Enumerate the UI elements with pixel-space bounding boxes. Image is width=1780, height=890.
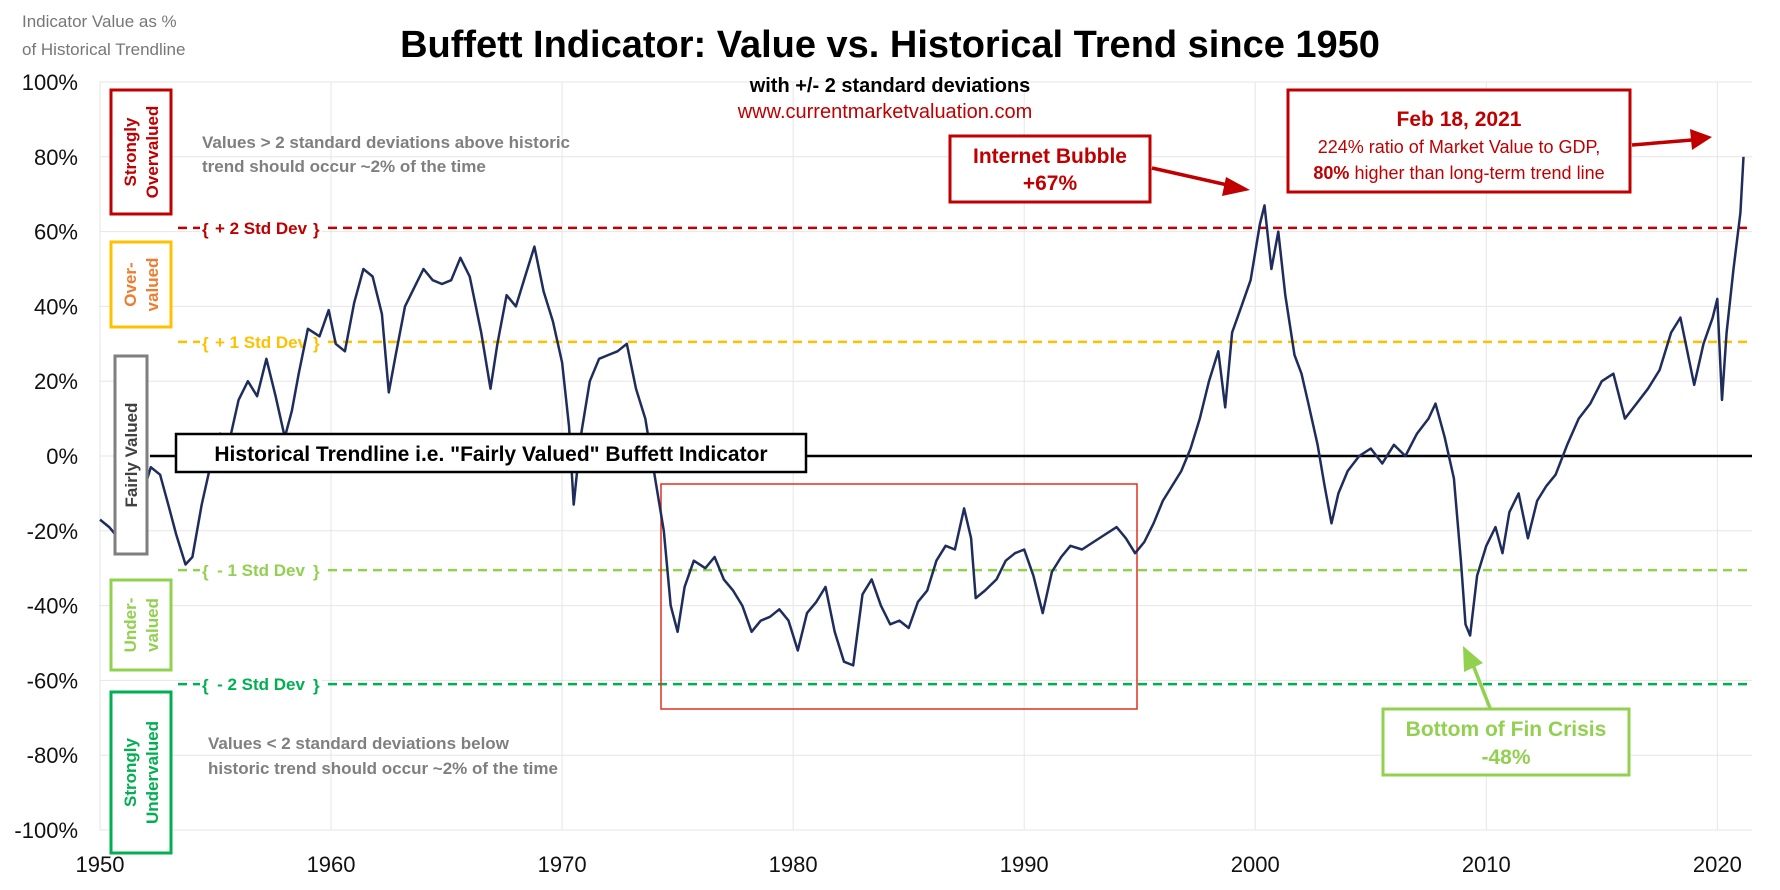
std-dev-brace-right: } <box>313 334 320 353</box>
y-tick-label: 80% <box>34 145 78 170</box>
std-dev-brace-right: } <box>313 676 320 695</box>
callout-internet-title: Internet Bubble <box>973 145 1127 168</box>
y-axis-title-line2: of Historical Trendline <box>22 40 185 59</box>
y-axis-title-line1: Indicator Value as % <box>22 12 177 31</box>
series-line <box>99 156 1745 667</box>
std-dev-brace-left: { <box>202 676 209 695</box>
website-url: www.currentmarketvaluation.com <box>737 101 1033 123</box>
std-dev-label-bg <box>200 557 322 584</box>
std-dev-label: - 2 Std Dev <box>217 675 305 694</box>
zone-label: valued <box>143 258 162 312</box>
x-tick-label: 2020 <box>1693 852 1742 877</box>
note-above-line1: Values > 2 standard deviations above his… <box>202 133 570 152</box>
std-dev-label: + 1 Std Dev <box>215 333 308 352</box>
std-dev-brace-left: { <box>202 562 209 581</box>
std-dev-label-bg <box>200 328 322 355</box>
callout-feb-bold: 80% <box>1313 163 1349 183</box>
trendline-label: Historical Trendline i.e. "Fairly Valued… <box>214 443 767 466</box>
callout-fincrisis-value: -48% <box>1481 746 1530 769</box>
callout-internet-bubble: Internet Bubble +67% <box>948 134 1250 204</box>
zone-label: Overvalued <box>143 106 162 199</box>
chart-title: Buffett Indicator: Value vs. Historical … <box>400 24 1380 66</box>
x-tick-label: 1990 <box>1000 852 1049 877</box>
undervalued-period-highlight-box <box>660 483 1138 710</box>
std-dev-label-bg <box>200 214 322 241</box>
callout-fincrisis-box <box>1381 707 1631 777</box>
note-below-line1: Values < 2 standard deviations below <box>208 734 510 753</box>
y-tick-label: 20% <box>34 369 78 394</box>
trendline-label-box <box>174 432 808 474</box>
callout-internet-arrowhead <box>1222 177 1250 196</box>
zone-box <box>109 88 173 216</box>
y-tick-label: 40% <box>34 294 78 319</box>
zone-label: Strongly <box>121 117 140 186</box>
zone-box <box>109 690 173 855</box>
std-dev-label: - 1 Std Dev <box>217 561 305 580</box>
callout-feb-title: Feb 18, 2021 <box>1397 108 1522 131</box>
std-dev-brace-right: } <box>313 220 320 239</box>
y-tick-label: 60% <box>34 220 78 245</box>
callout-internet-arrow <box>1151 166 1233 188</box>
zone-box <box>113 354 149 556</box>
callout-feb-box <box>1286 88 1632 194</box>
zone-box <box>109 578 173 672</box>
std-dev-brace-left: { <box>202 220 209 239</box>
callout-feb-arrow <box>1631 138 1693 147</box>
zone-label: Undervalued <box>143 721 162 824</box>
x-tick-label: 1970 <box>538 852 587 877</box>
std-dev-label-bg <box>200 671 322 698</box>
y-tick-label: -80% <box>27 743 78 768</box>
y-tick-label: -100% <box>14 818 78 843</box>
zone-label: Fairly Valued <box>122 403 141 508</box>
zone-label: Strongly <box>121 737 140 806</box>
y-tick-label: -20% <box>27 519 78 544</box>
callout-internet-value: +67% <box>1023 172 1078 195</box>
zone-label: Over- <box>121 262 140 306</box>
callout-fincrisis-arrowhead <box>1463 646 1483 672</box>
zone-label: valued <box>143 598 162 652</box>
x-tick-label: 1950 <box>76 852 125 877</box>
note-above-line2: trend should occur ~2% of the time <box>202 157 486 176</box>
y-tick-label: -40% <box>27 594 78 619</box>
callout-feb-arrowhead <box>1690 129 1712 150</box>
x-tick-label: 1960 <box>307 852 356 877</box>
callout-feb-line1: 224% ratio of Market Value to GDP, <box>1318 137 1600 157</box>
zone-box <box>109 240 173 329</box>
y-axis-tick-labels: 100% 80% 60% 40% 20% 0% -20% -40% -60% -80% -100% <box>14 70 78 843</box>
callout-fincrisis-title: Bottom of Fin Crisis <box>1406 718 1607 741</box>
x-tick-label: 2010 <box>1462 852 1511 877</box>
callout-feb-2021: Feb 18, 2021 224% ratio of Market Value … <box>1286 88 1712 194</box>
std-dev-lines: { + 2 Std Dev} { + 1 Std Dev} { - 1 Std Dev} {… <box>178 214 1752 698</box>
y-tick-label: 0% <box>46 444 78 469</box>
note-below-line2: historic trend should occur ~2% of the t… <box>208 759 558 778</box>
std-dev-brace-left: { <box>202 334 209 353</box>
x-tick-label: 1980 <box>769 852 818 877</box>
chart-subtitle: with +/- 2 standard deviations <box>749 75 1031 97</box>
callout-internet-box <box>948 134 1152 204</box>
x-axis-tick-labels: 1950 1960 1970 1980 1990 2000 2010 2020 <box>76 852 1742 877</box>
y-tick-label: -60% <box>27 668 78 693</box>
x-tick-label: 2000 <box>1231 852 1280 877</box>
callout-feb-line2: 80% higher than long-term trend line <box>1313 163 1604 183</box>
callout-feb-line2-text: higher than long-term trend line <box>1349 163 1604 183</box>
y-tick-label: 100% <box>22 70 78 95</box>
callout-fincrisis-arrow <box>1471 664 1492 709</box>
zone-label: Under- <box>121 598 140 653</box>
std-dev-brace-right: } <box>313 562 320 581</box>
std-dev-label: + 2 Std Dev <box>215 219 308 238</box>
callout-fin-crisis: Bottom of Fin Crisis -48% <box>1381 646 1631 777</box>
